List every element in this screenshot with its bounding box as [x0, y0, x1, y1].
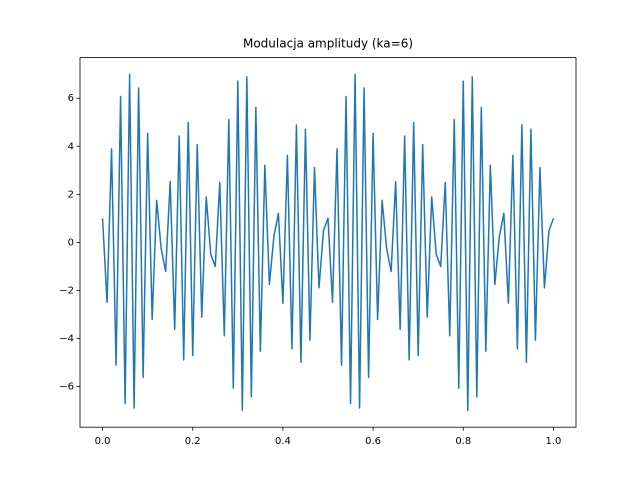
y-tick-label: 4 — [68, 141, 74, 152]
y-tick-label: 0 — [68, 237, 74, 248]
plot-frame — [79, 57, 577, 428]
x-tick-label: 0.6 — [365, 436, 381, 447]
x-tick-label: 1.0 — [546, 436, 562, 447]
y-tick-label: 6 — [68, 93, 74, 104]
y-tick-label: −2 — [59, 285, 74, 296]
y-tick-label: −4 — [59, 334, 74, 345]
x-tick-label: 0.0 — [95, 436, 111, 447]
y-tick-label: −6 — [59, 382, 74, 393]
y-tick-label: 2 — [68, 189, 74, 200]
data-line — [101, 73, 555, 412]
x-tick-label: 0.2 — [185, 436, 201, 447]
x-tick-label: 0.8 — [455, 436, 471, 447]
chart-title: Modulacja amplitudy (ka=6) — [243, 37, 413, 51]
x-tick-label: 0.4 — [275, 436, 291, 447]
